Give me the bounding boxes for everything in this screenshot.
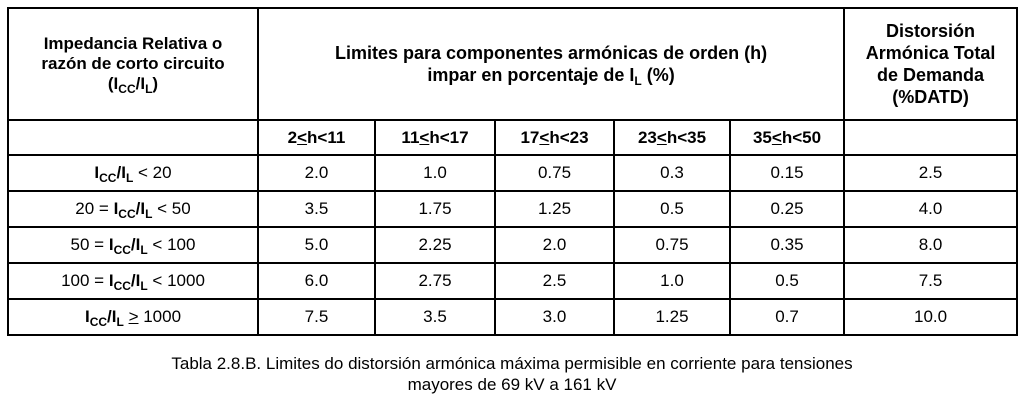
table-row: 50 = ICC/IL < 100 5.0 2.25 2.0 0.75 0.35… xyxy=(7,226,1019,264)
table-cell: 1.25 xyxy=(494,190,615,228)
table-cell: 0.75 xyxy=(494,154,615,192)
table-cell: 0.35 xyxy=(728,226,846,264)
subheader-empty-last xyxy=(843,119,1019,156)
row-label: 100 = ICC/IL < 1000 xyxy=(7,262,259,300)
table-cell: 1.0 xyxy=(374,154,496,192)
header-total-line2: Armónica Total xyxy=(865,43,996,63)
header-total-line3: de Demanda xyxy=(877,65,985,85)
header-impedance-line3: (ICC/IL) xyxy=(107,74,159,96)
subheader-range-4: 23<h<35 xyxy=(613,119,731,156)
table-cell: 1.75 xyxy=(374,190,496,228)
row-label: 50 = ICC/IL < 100 xyxy=(7,226,259,264)
subheader-range-2: 11<h<17 xyxy=(374,119,496,156)
table-cell-total: 8.0 xyxy=(843,226,1019,264)
caption-line2: mayores de 69 kV a 161 kV xyxy=(407,375,617,394)
table-row: 100 = ICC/IL < 1000 6.0 2.75 2.5 1.0 0.5… xyxy=(7,262,1019,300)
header-limits-line1: Limites para componentes armónicas de or… xyxy=(334,43,768,63)
table-cell: 0.3 xyxy=(613,154,731,192)
header-total-line4: (%DATD) xyxy=(892,87,969,107)
table-cell: 6.0 xyxy=(257,262,376,300)
table-cell: 7.5 xyxy=(257,298,376,336)
table-cell-total: 4.0 xyxy=(843,190,1019,228)
harmonic-limits-table: Impedancia Relativa o razón de corto cir… xyxy=(7,7,1019,336)
table-cell: 0.7 xyxy=(728,298,846,336)
table-row: ICC/IL > 1000 7.5 3.5 3.0 1.25 0.7 10.0 xyxy=(7,298,1019,336)
table-row: ICC/IL < 20 2.0 1.0 0.75 0.3 0.15 2.5 xyxy=(7,154,1019,192)
table-cell: 3.5 xyxy=(257,190,376,228)
table-cell: 2.5 xyxy=(494,262,615,300)
subheader-range-3: 17<h<23 xyxy=(494,119,615,156)
header-total-distortion: Distorsión Armónica Total de Demanda (%D… xyxy=(843,7,1019,121)
header-impedance-line2: razón de corto circuito xyxy=(41,54,225,73)
table-cell: 3.5 xyxy=(374,298,496,336)
table-cell: 2.75 xyxy=(374,262,496,300)
table-cell-total: 10.0 xyxy=(843,298,1019,336)
table-cell: 0.25 xyxy=(728,190,846,228)
header-total-line1: Distorsión xyxy=(886,21,976,41)
table-row: 20 = ICC/IL < 50 3.5 1.75 1.25 0.5 0.25 … xyxy=(7,190,1019,228)
table-cell: 2.0 xyxy=(257,154,376,192)
subheader-range-5: 35<h<50 xyxy=(728,119,846,156)
table-cell: 0.5 xyxy=(613,190,731,228)
table-cell-total: 7.5 xyxy=(843,262,1019,300)
table-cell: 0.5 xyxy=(728,262,846,300)
table-cell: 0.75 xyxy=(613,226,731,264)
table-cell: 1.25 xyxy=(613,298,731,336)
table-cell: 5.0 xyxy=(257,226,376,264)
header-impedance: Impedancia Relativa o razón de corto cir… xyxy=(7,7,259,121)
row-label: ICC/IL > 1000 xyxy=(7,298,259,336)
row-label: ICC/IL < 20 xyxy=(7,154,259,192)
table-cell-total: 2.5 xyxy=(843,154,1019,192)
subheader-range-1: 2<h<11 xyxy=(257,119,376,156)
table-cell: 2.25 xyxy=(374,226,496,264)
table-caption: Tabla 2.8.B. Limites do distorsión armón… xyxy=(0,353,1024,395)
row-label: 20 = ICC/IL < 50 xyxy=(7,190,259,228)
subheader-row: 2<h<11 11<h<17 17<h<23 23<h<35 35<h<50 xyxy=(7,119,1019,156)
subheader-empty xyxy=(7,119,259,156)
table-cell: 3.0 xyxy=(494,298,615,336)
table-cell: 1.0 xyxy=(613,262,731,300)
header-limits: Limites para componentes armónicas de or… xyxy=(256,7,846,121)
header-limits-line2: impar en porcentaje de IL (%) xyxy=(427,65,675,88)
table-cell: 2.0 xyxy=(494,226,615,264)
header-row: Impedancia Relativa o razón de corto cir… xyxy=(7,7,1019,121)
table-cell: 0.15 xyxy=(728,154,846,192)
header-impedance-line1: Impedancia Relativa o xyxy=(43,34,223,53)
caption-line1: Tabla 2.8.B. Limites do distorsión armón… xyxy=(171,354,853,373)
